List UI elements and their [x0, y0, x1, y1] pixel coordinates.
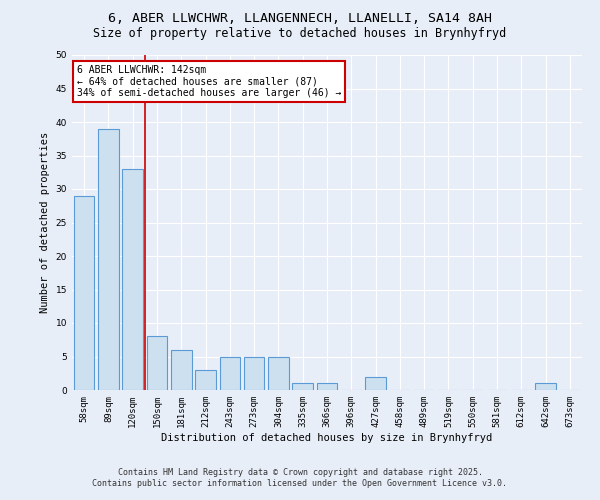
Bar	[317, 384, 337, 390]
Bar	[122, 169, 143, 390]
Text: Contains HM Land Registry data © Crown copyright and database right 2025.
Contai: Contains HM Land Registry data © Crown c…	[92, 468, 508, 487]
Bar	[365, 376, 386, 390]
Text: Size of property relative to detached houses in Brynhyfryd: Size of property relative to detached ho…	[94, 28, 506, 40]
Bar	[171, 350, 191, 390]
Text: 6, ABER LLWCHWR, LLANGENNECH, LLANELLI, SA14 8AH: 6, ABER LLWCHWR, LLANGENNECH, LLANELLI, …	[108, 12, 492, 26]
Bar	[220, 356, 240, 390]
Bar	[244, 356, 265, 390]
Bar	[195, 370, 216, 390]
Bar	[292, 384, 313, 390]
Bar	[74, 196, 94, 390]
Bar	[98, 128, 119, 390]
Bar	[268, 356, 289, 390]
X-axis label: Distribution of detached houses by size in Brynhyfryd: Distribution of detached houses by size …	[161, 432, 493, 442]
Text: 6 ABER LLWCHWR: 142sqm
← 64% of detached houses are smaller (87)
34% of semi-det: 6 ABER LLWCHWR: 142sqm ← 64% of detached…	[77, 65, 341, 98]
Bar	[535, 384, 556, 390]
Bar	[146, 336, 167, 390]
Y-axis label: Number of detached properties: Number of detached properties	[40, 132, 50, 313]
